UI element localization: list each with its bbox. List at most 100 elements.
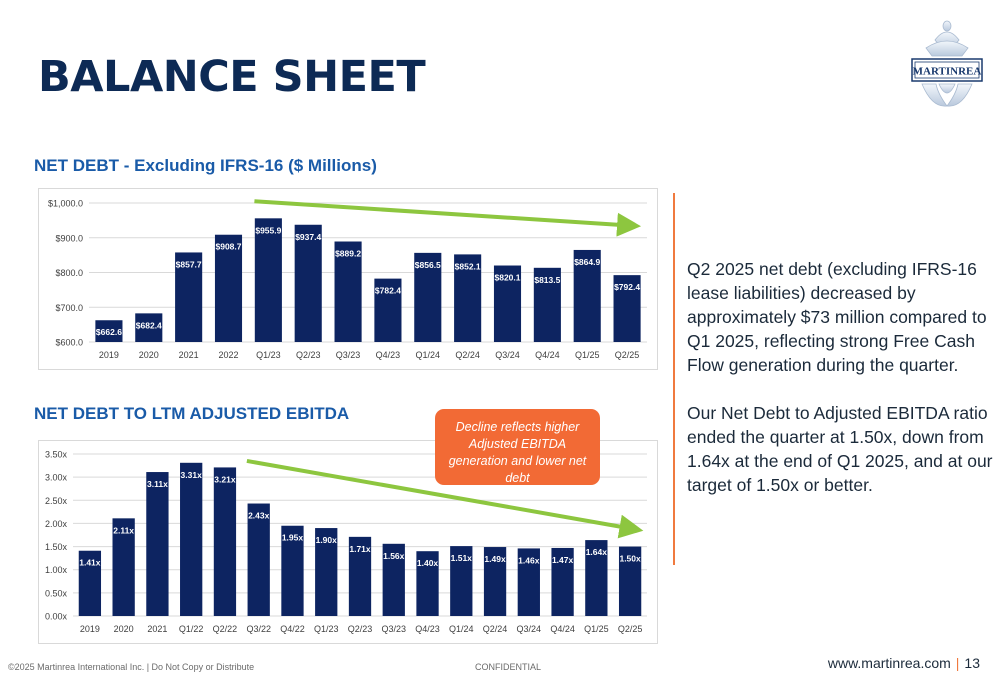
leverage-bar xyxy=(382,543,405,616)
leverage-data-label: 1.95x xyxy=(282,533,304,543)
net-debt-category-label: Q3/23 xyxy=(336,350,361,360)
net-debt-data-label: $955.9 xyxy=(255,225,281,235)
leverage-bar xyxy=(180,462,203,616)
callout-box: Decline reflects higher Adjusted EBITDA … xyxy=(435,409,600,485)
net-debt-y-tick-label: $700.0 xyxy=(55,303,83,313)
leverage-bar xyxy=(146,472,169,616)
chart-2-heading: NET DEBT TO LTM ADJUSTED EBITDA xyxy=(34,404,350,423)
leverage-data-label: 1.56x xyxy=(383,551,405,561)
leverage-bar xyxy=(618,546,642,616)
leverage-bar xyxy=(213,467,237,616)
net-debt-category-label: Q4/24 xyxy=(535,350,560,360)
page-number: 13 xyxy=(964,655,980,671)
leverage-category-label: Q1/25 xyxy=(584,624,609,634)
leverage-bar xyxy=(112,518,135,616)
footer-page-info: www.martinrea.com | 13 xyxy=(828,655,980,671)
net-debt-data-label: $792.4 xyxy=(614,282,640,292)
leverage-category-label: Q3/23 xyxy=(381,624,406,634)
net-debt-category-label: 2020 xyxy=(139,350,159,360)
net-debt-data-label: $857.7 xyxy=(176,259,202,269)
net-debt-bar xyxy=(95,320,123,342)
net-debt-y-tick-label: $900.0 xyxy=(55,233,83,243)
leverage-category-label: 2021 xyxy=(147,624,167,634)
net-debt-bar xyxy=(533,267,561,342)
net-debt-data-label: $937.4 xyxy=(295,232,321,242)
leverage-ratio-chart: 0.00x 0.50x 1.00x 1.50x 2.00x 2.50x 3.00x 3.50x… xyxy=(38,440,658,644)
net-debt-y-tick-label: $800.0 xyxy=(55,268,83,278)
net-debt-category-label: 2022 xyxy=(218,350,238,360)
footer-confidential: CONFIDENTIAL xyxy=(475,662,542,672)
leverage-data-label: 3.11x xyxy=(147,479,168,489)
leverage-bar xyxy=(348,536,372,616)
leverage-data-label: 1.51x xyxy=(451,553,473,563)
net-debt-bar xyxy=(135,313,163,342)
leverage-data-label: 1.64x xyxy=(586,547,608,557)
net-debt-data-label: $864.9 xyxy=(574,257,600,267)
leverage-y-tick-label: 0.50x xyxy=(45,588,68,598)
logo-text: MARTINREA xyxy=(913,66,982,78)
net-debt-bar xyxy=(254,218,282,342)
net-debt-category-label: Q2/24 xyxy=(455,350,480,360)
leverage-bar xyxy=(450,546,473,616)
net-debt-bar xyxy=(573,249,601,342)
footer-separator: | xyxy=(955,655,960,671)
vertical-divider xyxy=(673,193,675,565)
net-debt-data-label: $908.7 xyxy=(216,242,242,252)
leverage-category-label: Q4/22 xyxy=(280,624,305,634)
leverage-y-tick-label: 2.00x xyxy=(45,519,68,529)
leverage-y-tick-label: 2.50x xyxy=(45,496,68,506)
leverage-y-tick-label: 0.00x xyxy=(45,612,68,622)
net-debt-data-label: $662.6 xyxy=(96,327,122,337)
leverage-data-label: 1.41x xyxy=(79,558,101,568)
net-debt-bar xyxy=(294,224,322,342)
leverage-ratio-chart-svg: 0.00x 0.50x 1.00x 1.50x 2.00x 2.50x 3.00x 3.50x… xyxy=(45,450,647,634)
leverage-data-label: 1.46x xyxy=(518,555,540,565)
page-title: BALANCE SHEET xyxy=(38,52,426,102)
net-debt-bar xyxy=(334,241,362,342)
net-debt-bar xyxy=(214,234,243,342)
leverage-category-label: Q1/24 xyxy=(449,624,474,634)
chart-1-heading: NET DEBT - Excluding IFRS-16 ($ Millions… xyxy=(34,156,377,175)
leverage-bar xyxy=(281,525,304,616)
leverage-bar xyxy=(78,550,102,616)
net-debt-y-tick-label: $600.0 xyxy=(55,338,83,348)
net-debt-category-label: Q2/25 xyxy=(615,350,640,360)
net-debt-data-label: $782.4 xyxy=(375,286,401,296)
net-debt-bar xyxy=(175,252,203,342)
leverage-data-label: 2.43x xyxy=(248,511,270,521)
leverage-bar xyxy=(247,503,270,616)
net-debt-data-label: $889.2 xyxy=(335,249,361,259)
net-debt-trend-arrow xyxy=(254,199,642,237)
leverage-category-label: 2019 xyxy=(80,624,100,634)
net-debt-category-label: Q4/23 xyxy=(376,350,401,360)
leverage-category-label: Q1/23 xyxy=(314,624,339,634)
footer-website: www.martinrea.com xyxy=(827,655,951,671)
leverage-data-label: 1.50x xyxy=(619,554,641,564)
leverage-data-label: 1.40x xyxy=(417,558,439,568)
net-debt-category-label: Q1/25 xyxy=(575,350,600,360)
net-debt-category-label: 2019 xyxy=(99,350,119,360)
leverage-data-label: 3.21x xyxy=(214,474,236,484)
leverage-bar xyxy=(416,551,439,616)
net-debt-data-label: $820.1 xyxy=(495,273,521,283)
leverage-category-label: Q2/22 xyxy=(213,624,238,634)
leverage-data-label: 3.31x xyxy=(181,470,203,480)
net-debt-category-label: Q3/24 xyxy=(495,350,520,360)
commentary-paragraph-leverage: Our Net Debt to Adjusted EBITDA ratio en… xyxy=(687,403,993,495)
leverage-bar xyxy=(551,547,574,616)
martinrea-logo: MARTINREA xyxy=(911,20,983,107)
net-debt-bar xyxy=(493,265,522,342)
net-debt-chart: $600.0 $700.0 $800.0 $900.0 $1,000.0 $662.6 20… xyxy=(38,188,658,370)
leverage-y-tick-label: 3.50x xyxy=(45,450,68,460)
leverage-category-label: 2020 xyxy=(114,624,134,634)
net-debt-category-label: Q1/23 xyxy=(256,350,281,360)
net-debt-category-label: 2021 xyxy=(179,350,199,360)
leverage-data-label: 1.49x xyxy=(484,554,506,564)
leverage-bar xyxy=(315,528,338,616)
leverage-category-label: Q2/24 xyxy=(483,624,508,634)
leverage-category-label: Q2/23 xyxy=(348,624,373,634)
leverage-bar xyxy=(483,547,507,616)
commentary-paragraph-net-debt: Q2 2025 net debt (excluding IFRS-16 leas… xyxy=(687,259,987,375)
leverage-data-label: 2.11x xyxy=(113,525,134,535)
leverage-y-tick-label: 1.00x xyxy=(45,565,68,575)
